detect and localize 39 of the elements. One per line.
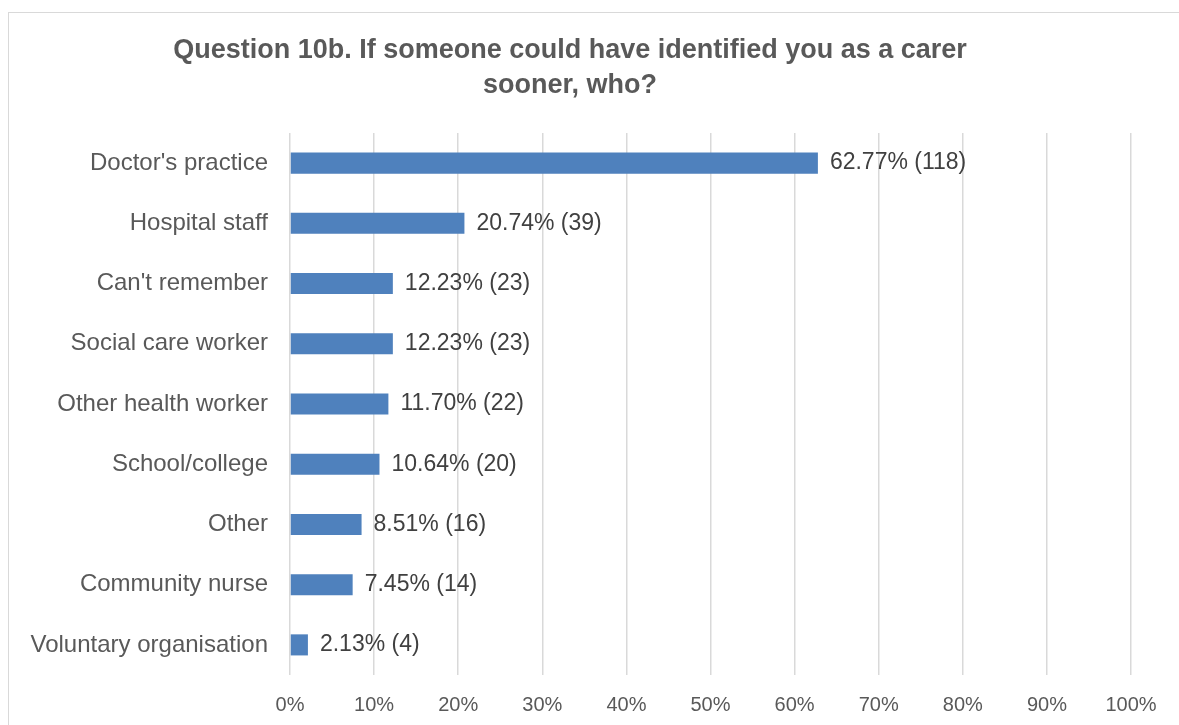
data-label: 12.23% (23) [404, 268, 531, 295]
y-tick-label: Doctor's practice [90, 147, 268, 175]
bar [290, 273, 393, 295]
bar [290, 393, 389, 415]
x-tick-label: 80% [942, 692, 984, 715]
data-label: 7.45% (14) [364, 570, 478, 597]
bar [290, 453, 380, 475]
bar [290, 574, 353, 596]
y-tick-label: School/college [111, 448, 268, 476]
x-tick-label: 70% [858, 692, 899, 715]
y-tick-label: Social care worker [70, 328, 268, 356]
x-tick-label: 30% [522, 692, 563, 715]
x-tick-label: 0% [275, 692, 305, 715]
bar [290, 152, 818, 174]
data-label: 11.70% (22) [400, 389, 524, 416]
y-tick-label: Other health worker [57, 388, 268, 416]
data-label: 62.77% (118) [829, 148, 967, 175]
x-tick-label: 100% [1105, 692, 1157, 715]
x-tick-label: 60% [774, 692, 815, 715]
x-tick-label: 90% [1026, 692, 1068, 715]
y-tick-label: Voluntary organisation [30, 629, 268, 657]
chart-title: Question 10b. If someone could have identified you as a carer sooner, who? [173, 33, 968, 99]
bar [290, 212, 465, 234]
data-label: 10.64% (20) [391, 449, 517, 476]
y-tick-label: Hospital staff [129, 207, 269, 235]
x-tick-label: 50% [690, 692, 731, 715]
bar [290, 513, 362, 535]
x-tick-label: 40% [606, 692, 647, 715]
x-tick-label: 10% [354, 692, 395, 715]
data-label: 20.74% (39) [476, 208, 602, 235]
x-tick-label: 20% [438, 692, 479, 715]
y-tick-label: Community nurse [79, 569, 268, 597]
bar [290, 333, 393, 355]
y-tick-label: Can't remember [96, 268, 268, 296]
data-label: 2.13% (4) [319, 630, 420, 657]
bar [290, 634, 308, 656]
data-label: 8.51% (16) [373, 509, 487, 536]
data-label: 12.23% (23) [404, 329, 531, 356]
y-tick-label: Other [207, 509, 268, 537]
